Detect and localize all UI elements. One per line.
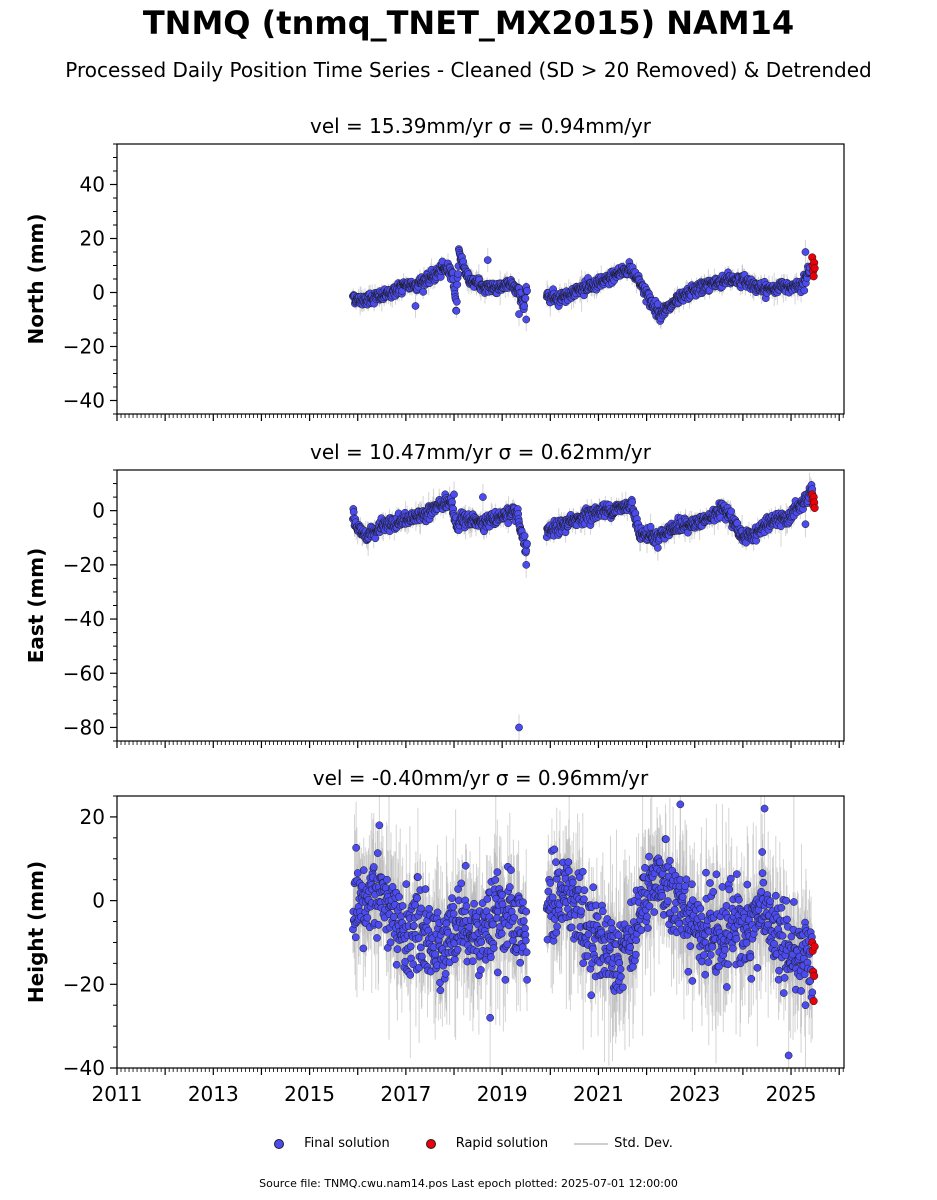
final-point <box>523 286 531 295</box>
chart-title: TNMQ (tnmq_TNET_MX2015) NAM14 <box>142 4 795 42</box>
final-point <box>520 532 529 540</box>
chart-subtitle: Processed Daily Position Time Series - C… <box>65 58 872 82</box>
y-tick-label: 40 <box>80 173 105 197</box>
final-point <box>419 288 427 296</box>
plot-area-east <box>349 472 819 741</box>
final-point <box>454 270 462 278</box>
final-point <box>520 302 529 310</box>
rapid-point <box>810 503 819 512</box>
rapid-points-east <box>808 490 819 512</box>
rapid-points-north <box>808 253 819 281</box>
y-tick-label: −60 <box>63 661 105 685</box>
final-points-north <box>349 245 814 325</box>
final-point <box>452 297 461 306</box>
final-point <box>515 723 523 732</box>
final-point <box>522 315 531 324</box>
panel-title-north: vel = 15.39mm/yr σ = 0.94mm/yr <box>310 114 652 138</box>
final-point <box>479 493 487 501</box>
plot-area-north <box>349 240 819 332</box>
rapid-point <box>809 272 818 281</box>
final-point <box>800 286 809 295</box>
y-axis-label-east: East (mm) <box>24 548 48 664</box>
panel-north: −40 −20 0 20 40 vel = 15.39mm/yr σ = 0.94mm/y… <box>24 114 845 421</box>
panel-east: −80 −60 −40 −20 0 vel = 10.47mm/yr σ = 0.62mm… <box>24 440 845 748</box>
time-series-figure: −40 −20 0 20 40 vel = 15.39mm/yr σ = 0.94mm/y… <box>24 114 845 1106</box>
y-tick-label: −20 <box>63 553 105 577</box>
final-point <box>450 490 458 499</box>
final-point <box>522 561 531 569</box>
panel-title-east: vel = 10.47mm/yr σ = 0.62mm/yr <box>310 440 652 464</box>
y-tick-label: 0 <box>92 499 105 523</box>
final-point <box>483 256 492 264</box>
y-tick-label: 20 <box>80 227 105 251</box>
final-point <box>504 519 513 528</box>
final-points-east <box>349 481 817 732</box>
final-point <box>801 520 810 529</box>
plot-area-height <box>349 796 819 1068</box>
final-point <box>521 294 530 303</box>
final-point <box>515 310 523 318</box>
final-point <box>453 280 462 289</box>
y-tick-label: −40 <box>63 607 105 631</box>
final-point <box>653 543 662 552</box>
y-axis-label-north: North (mm) <box>24 213 48 344</box>
final-point <box>727 507 736 516</box>
final-point <box>801 248 810 256</box>
y-tick-label: −20 <box>63 335 105 359</box>
final-point <box>523 539 531 548</box>
final-point <box>452 306 461 315</box>
rapid-point <box>810 264 819 273</box>
y-tick-label: 0 <box>92 281 105 305</box>
y-tick-label: −40 <box>63 389 105 413</box>
y-tick-label: −80 <box>63 715 105 739</box>
final-point <box>646 522 655 531</box>
final-point <box>628 498 637 506</box>
final-point <box>411 302 420 310</box>
